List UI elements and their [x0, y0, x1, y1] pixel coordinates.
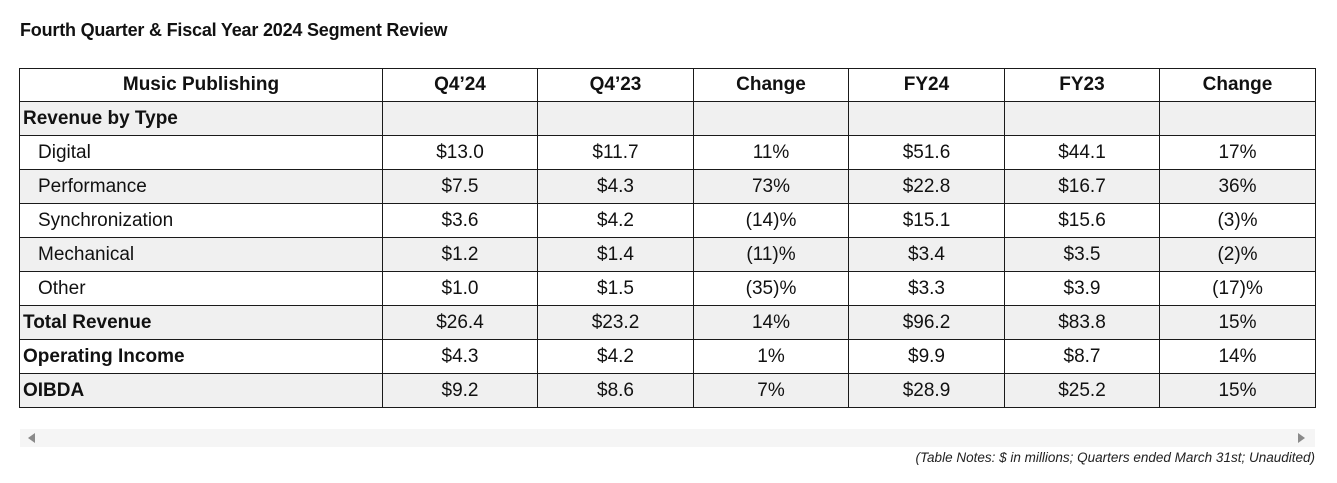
table-cell: (17)% [1159, 271, 1316, 306]
header-music-publishing: Music Publishing [19, 68, 383, 102]
table-cell: $1.4 [537, 237, 694, 272]
table-cell [848, 101, 1005, 136]
table-header-row: Music Publishing Q4’24 Q4’23 Change FY24… [19, 68, 1316, 102]
table-cell: 15% [1159, 305, 1316, 340]
table-cell: $13.0 [382, 135, 538, 170]
table-row: Revenue by Type [19, 101, 1316, 136]
table-cell: $3.4 [848, 237, 1005, 272]
scroll-left-arrow-icon[interactable] [28, 433, 35, 443]
table-cell: $1.0 [382, 271, 538, 306]
page-title: Fourth Quarter & Fiscal Year 2024 Segmen… [20, 20, 448, 40]
row-label: Revenue by Type [19, 101, 383, 136]
table-cell: $23.2 [537, 305, 694, 340]
table-cell: $3.6 [382, 203, 538, 238]
table-cell: 14% [1159, 339, 1316, 374]
header-q4-23: Q4’23 [537, 68, 694, 102]
table-notes: (Table Notes: $ in millions; Quarters en… [915, 450, 1315, 465]
table-cell: (14)% [693, 203, 849, 238]
table-cell: 11% [693, 135, 849, 170]
table-cell: $3.3 [848, 271, 1005, 306]
table-cell: $96.2 [848, 305, 1005, 340]
table-cell: 7% [693, 373, 849, 408]
table-row: Digital $13.0 $11.7 11% $51.6 $44.1 17% [19, 135, 1316, 170]
table-cell: $15.1 [848, 203, 1005, 238]
table-cell: 73% [693, 169, 849, 204]
row-label: Synchronization [19, 203, 383, 238]
table-cell: $8.7 [1004, 339, 1160, 374]
table-cell: 15% [1159, 373, 1316, 408]
row-label: OIBDA [19, 373, 383, 408]
table-cell: (35)% [693, 271, 849, 306]
table-cell: $1.5 [537, 271, 694, 306]
row-label: Other [19, 271, 383, 306]
table-cell: $28.9 [848, 373, 1005, 408]
table-cell: $22.8 [848, 169, 1005, 204]
row-label: Performance [19, 169, 383, 204]
table-cell: $3.9 [1004, 271, 1160, 306]
table-cell: (11)% [693, 237, 849, 272]
table-cell: 17% [1159, 135, 1316, 170]
table-cell: $4.2 [537, 339, 694, 374]
table-cell: $9.2 [382, 373, 538, 408]
table-cell: $7.5 [382, 169, 538, 204]
table-row: Performance $7.5 $4.3 73% $22.8 $16.7 36… [19, 169, 1316, 204]
table-row: Operating Income $4.3 $4.2 1% $9.9 $8.7 … [19, 339, 1316, 374]
row-label: Digital [19, 135, 383, 170]
table-row: Other $1.0 $1.5 (35)% $3.3 $3.9 (17)% [19, 271, 1316, 306]
segment-table: Music Publishing Q4’24 Q4’23 Change FY24… [19, 68, 1316, 408]
header-fy23: FY23 [1004, 68, 1160, 102]
table-cell: $4.2 [537, 203, 694, 238]
header-change-year: Change [1159, 68, 1316, 102]
table-cell: $1.2 [382, 237, 538, 272]
table-cell: $4.3 [382, 339, 538, 374]
table-cell [1004, 101, 1160, 136]
row-label: Mechanical [19, 237, 383, 272]
header-q4-24: Q4’24 [382, 68, 538, 102]
table-cell: $44.1 [1004, 135, 1160, 170]
table-row: Total Revenue $26.4 $23.2 14% $96.2 $83.… [19, 305, 1316, 340]
table-cell: (3)% [1159, 203, 1316, 238]
table-cell: $16.7 [1004, 169, 1160, 204]
table-row: Synchronization $3.6 $4.2 (14)% $15.1 $1… [19, 203, 1316, 238]
scroll-right-arrow-icon[interactable] [1298, 433, 1305, 443]
row-label: Operating Income [19, 339, 383, 374]
table-cell: $83.8 [1004, 305, 1160, 340]
table-row: OIBDA $9.2 $8.6 7% $28.9 $25.2 15% [19, 373, 1316, 408]
header-fy24: FY24 [848, 68, 1005, 102]
table-cell: 1% [693, 339, 849, 374]
table-cell: $26.4 [382, 305, 538, 340]
table-cell [1159, 101, 1316, 136]
table-cell: $51.6 [848, 135, 1005, 170]
table-cell: $25.2 [1004, 373, 1160, 408]
table-cell: $15.6 [1004, 203, 1160, 238]
table-cell: $8.6 [537, 373, 694, 408]
table-cell [693, 101, 849, 136]
table-cell [382, 101, 538, 136]
table-cell [537, 101, 694, 136]
table-cell: 14% [693, 305, 849, 340]
horizontal-scrollbar[interactable] [20, 429, 1315, 447]
table-cell: (2)% [1159, 237, 1316, 272]
table-cell: $4.3 [537, 169, 694, 204]
header-change-quarter: Change [693, 68, 849, 102]
table-cell: $9.9 [848, 339, 1005, 374]
row-label: Total Revenue [19, 305, 383, 340]
table-cell: 36% [1159, 169, 1316, 204]
table-cell: $3.5 [1004, 237, 1160, 272]
table-cell: $11.7 [537, 135, 694, 170]
table-row: Mechanical $1.2 $1.4 (11)% $3.4 $3.5 (2)… [19, 237, 1316, 272]
